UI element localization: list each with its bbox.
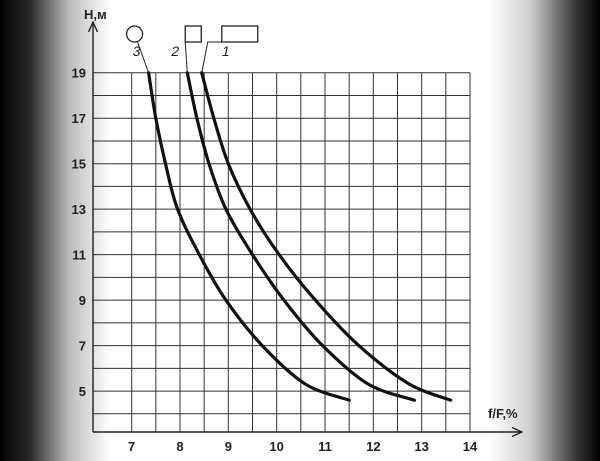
rectangle-shape-icon <box>221 25 259 43</box>
curve-number: 1 <box>222 43 230 59</box>
leader-line <box>184 41 188 73</box>
x-tick-label: 7 <box>128 439 135 454</box>
circle-shape-icon <box>125 25 144 43</box>
x-tick-label: 14 <box>463 439 478 454</box>
y-tick-label: 13 <box>72 202 86 217</box>
leader-line <box>137 41 150 73</box>
y-tick-label: 5 <box>79 384 86 399</box>
x-tick-label: 12 <box>366 439 380 454</box>
y-tick-label: 17 <box>72 111 86 126</box>
leader-line <box>201 41 222 73</box>
series-3-line <box>147 71 351 402</box>
x-tick-labels: 7 8 9 10 11 12 13 14 <box>128 439 478 454</box>
y-tick-label: 11 <box>72 248 86 263</box>
x-tick-label: 10 <box>269 439 283 454</box>
x-tick-label: 8 <box>176 439 183 454</box>
series-1-line <box>200 71 453 402</box>
y-tick-label: 7 <box>79 339 86 354</box>
y-axis-label: H,м <box>84 7 107 22</box>
series-2-line <box>185 71 416 402</box>
square-shape-icon <box>184 25 202 43</box>
x-tick-label: 9 <box>225 439 232 454</box>
curve-number: 3 <box>133 43 141 59</box>
curve-legend: 1 2 3 <box>125 25 259 73</box>
grid <box>93 72 471 432</box>
y-tick-label: 19 <box>72 66 86 81</box>
y-tick-label: 9 <box>79 293 86 308</box>
series-lines <box>147 71 453 402</box>
x-axis-label: f/F,% <box>488 406 518 421</box>
y-tick-labels: 5 7 9 11 13 15 17 19 <box>72 66 86 399</box>
x-tick-label: 11 <box>318 439 332 454</box>
x-tick-label: 13 <box>414 439 428 454</box>
y-tick-label: 15 <box>72 157 86 172</box>
curve-number: 2 <box>170 43 179 59</box>
